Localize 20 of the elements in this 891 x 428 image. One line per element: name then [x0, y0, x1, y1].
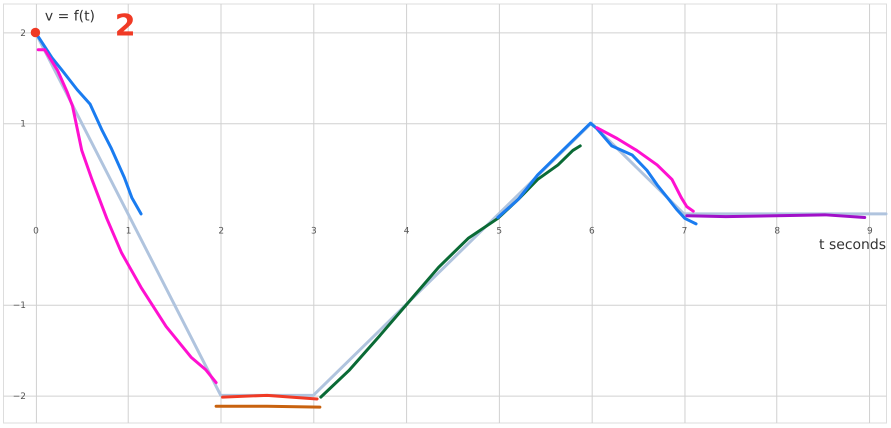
x-tick-label: 0: [33, 226, 40, 236]
line-series: [595, 126, 695, 213]
x-tick-label: 9: [866, 226, 873, 236]
y-tick-label: 2: [20, 28, 26, 39]
y-axis-title: v = f(t): [44, 8, 95, 24]
x-tick-label: 6: [589, 226, 596, 236]
line-series: [496, 122, 698, 226]
x-tick-label: 8: [774, 226, 780, 236]
y-tick-label: −1: [12, 301, 26, 312]
x-tick-label: 1: [126, 226, 132, 236]
line-series: [36, 48, 218, 384]
x-tick-label: 4: [404, 226, 410, 236]
x-tick-label: 5: [496, 226, 502, 236]
x-tick-label: 7: [682, 226, 688, 236]
x-axis-title: t seconds: [819, 236, 886, 253]
y-tick-label: 1: [20, 120, 26, 130]
x-tick-label: 2: [218, 226, 224, 236]
annotation: 2: [114, 8, 136, 44]
x-tick-label: 3: [311, 226, 317, 236]
y-tick-label: −2: [12, 392, 26, 402]
